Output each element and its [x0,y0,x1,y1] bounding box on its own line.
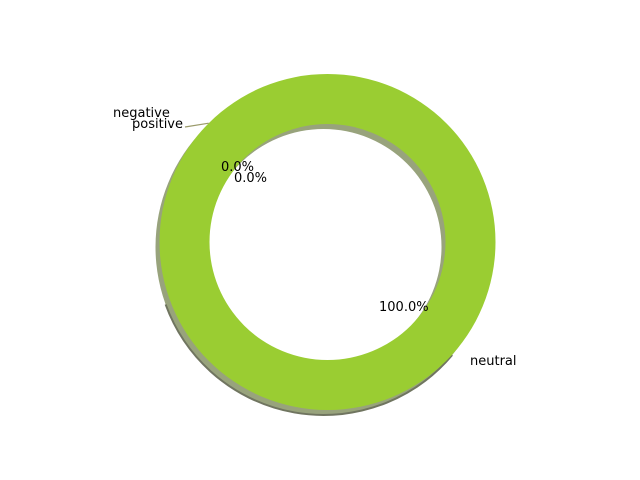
donut-shadow-edge [164,304,453,416]
pct-label-negative: 0.0% [221,160,254,175]
leader-lines [184,122,209,128]
slice-neutral [159,74,496,410]
slice-label-positive: positive [132,117,183,132]
slice-label-neutral: neutral [470,354,517,369]
slice-label-negative: negative [113,106,170,121]
pct-label-neutral: 100.0% [379,300,429,315]
leader-line-zero-slices [184,122,209,128]
slice-labels: negative positive neutral 0.0% 0.0% 100.… [113,106,517,369]
pct-label-positive: 0.0% [234,171,267,186]
donut-slices [159,74,496,410]
